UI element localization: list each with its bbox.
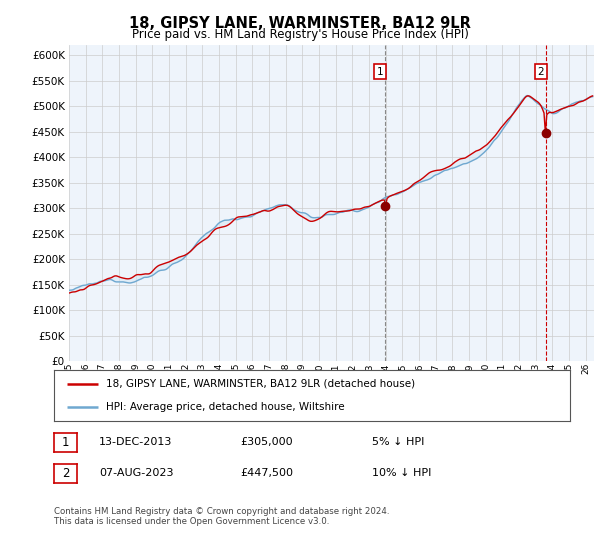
Text: £447,500: £447,500 — [240, 468, 293, 478]
Text: HPI: Average price, detached house, Wiltshire: HPI: Average price, detached house, Wilt… — [106, 402, 344, 412]
Text: 13-DEC-2013: 13-DEC-2013 — [99, 437, 172, 447]
Text: 5% ↓ HPI: 5% ↓ HPI — [372, 437, 424, 447]
Text: £305,000: £305,000 — [240, 437, 293, 447]
Text: 07-AUG-2023: 07-AUG-2023 — [99, 468, 173, 478]
Text: 18, GIPSY LANE, WARMINSTER, BA12 9LR (detached house): 18, GIPSY LANE, WARMINSTER, BA12 9LR (de… — [106, 379, 415, 389]
Text: Price paid vs. HM Land Registry's House Price Index (HPI): Price paid vs. HM Land Registry's House … — [131, 28, 469, 41]
Text: Contains HM Land Registry data © Crown copyright and database right 2024.
This d: Contains HM Land Registry data © Crown c… — [54, 507, 389, 526]
Text: 10% ↓ HPI: 10% ↓ HPI — [372, 468, 431, 478]
Text: 2: 2 — [538, 67, 544, 77]
Text: 2: 2 — [62, 467, 69, 480]
Text: 1: 1 — [377, 67, 383, 77]
Text: 18, GIPSY LANE, WARMINSTER, BA12 9LR: 18, GIPSY LANE, WARMINSTER, BA12 9LR — [129, 16, 471, 31]
Text: 1: 1 — [62, 436, 69, 450]
